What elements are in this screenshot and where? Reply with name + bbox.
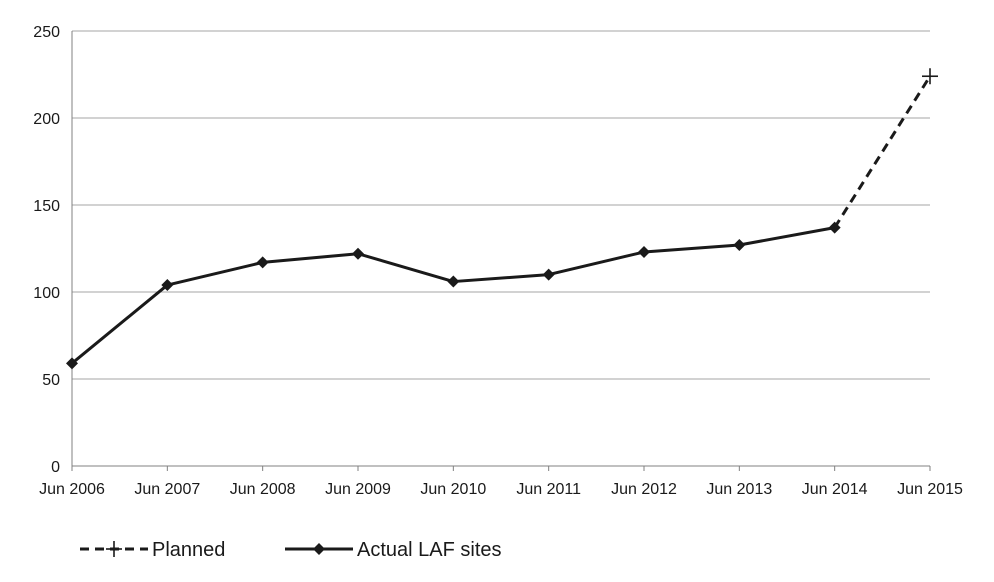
x-tick-label: Jun 2009: [325, 481, 391, 498]
data-point-diamond: [161, 279, 174, 292]
data-point-plus: [106, 541, 122, 557]
data-point-diamond: [542, 268, 555, 281]
y-tick-label: 250: [33, 24, 60, 41]
x-tick-label: Jun 2014: [802, 481, 868, 498]
y-tick-label: 200: [33, 111, 60, 128]
x-tick-label: Jun 2012: [611, 481, 677, 498]
series-actual: [66, 221, 841, 370]
y-tick-label: 0: [51, 459, 60, 476]
x-tick-label: Jun 2010: [420, 481, 486, 498]
y-tick-label: 150: [33, 198, 60, 215]
data-point-diamond: [352, 247, 364, 260]
legend-item: Planned: [80, 539, 225, 561]
series-lines: [66, 68, 938, 370]
series-planned: [833, 68, 938, 229]
legend-label: Actual LAF sites: [357, 539, 502, 561]
data-point-plus: [922, 68, 938, 85]
data-point-diamond: [256, 256, 269, 269]
x-tick-label: Jun 2007: [134, 481, 200, 498]
x-tick-label: Jun 2011: [516, 481, 581, 498]
data-point-diamond: [733, 239, 746, 252]
data-point-diamond: [828, 221, 841, 234]
data-point-diamond: [313, 543, 325, 555]
data-point-diamond: [638, 245, 650, 258]
axes: 0 50 100 150 200 250 Jun 2006 Jun 2007 Jun 2008 J…: [33, 24, 963, 498]
data-point-diamond: [447, 275, 460, 288]
y-tick-label: 50: [42, 372, 60, 389]
x-tick-label: Jun 2008: [230, 481, 296, 498]
series-line: [71, 226, 835, 365]
legend-item: Actual LAF sites: [285, 539, 502, 561]
x-tick-label: Jun 2013: [706, 481, 772, 498]
legend-label: Planned: [152, 539, 225, 561]
data-point-diamond: [66, 357, 78, 370]
y-tick-label: 100: [33, 285, 60, 302]
x-tick-label: Jun 2015: [897, 481, 963, 498]
x-tick-label: Jun 2006: [39, 481, 105, 498]
legend: Planned Actual LAF sites: [80, 539, 502, 561]
gridlines: [72, 30, 930, 380]
